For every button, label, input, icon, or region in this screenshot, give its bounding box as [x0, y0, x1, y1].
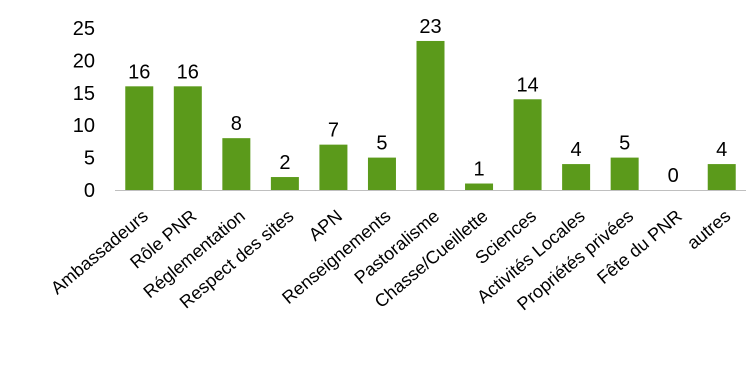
bar: [270, 177, 299, 190]
bar: [707, 164, 736, 190]
data-label: 23: [419, 16, 441, 38]
data-label: 2: [279, 152, 290, 174]
data-label: 1: [473, 159, 484, 181]
bars: [125, 40, 736, 191]
bar: [562, 164, 591, 190]
data-label: 0: [668, 165, 679, 187]
bar: [513, 99, 542, 190]
y-tick-label: 5: [84, 148, 95, 170]
data-label: 5: [619, 133, 630, 155]
y-tick-label: 20: [73, 50, 95, 72]
data-label: 5: [376, 133, 387, 155]
bar: [173, 86, 202, 190]
data-label: 7: [328, 120, 339, 142]
x-tick-label: APN: [305, 206, 346, 245]
data-label: 16: [128, 61, 150, 83]
data-labels: 16 16 8 2 7 5 23 1 14 4 5 0 4: [128, 16, 727, 187]
bar: [416, 40, 445, 191]
y-tick-label: 15: [73, 83, 95, 105]
x-tick-label: Fête du PNR: [593, 206, 686, 288]
bar: [319, 144, 348, 190]
bar: [222, 138, 251, 190]
data-label: 16: [177, 61, 199, 83]
y-axis-ticks: 0 5 10 15 20 25: [73, 18, 95, 202]
bar: [465, 183, 494, 190]
data-label: 8: [231, 113, 242, 135]
bar: [367, 157, 396, 190]
data-label: 4: [716, 139, 727, 161]
y-tick-label: 25: [73, 18, 95, 40]
y-tick-label: 10: [73, 115, 95, 137]
x-tick-label: autres: [683, 206, 734, 253]
y-tick-label: 0: [84, 180, 95, 202]
data-label: 4: [571, 139, 582, 161]
bar: [610, 157, 639, 190]
bar: [125, 86, 154, 190]
data-label: 14: [516, 74, 538, 96]
